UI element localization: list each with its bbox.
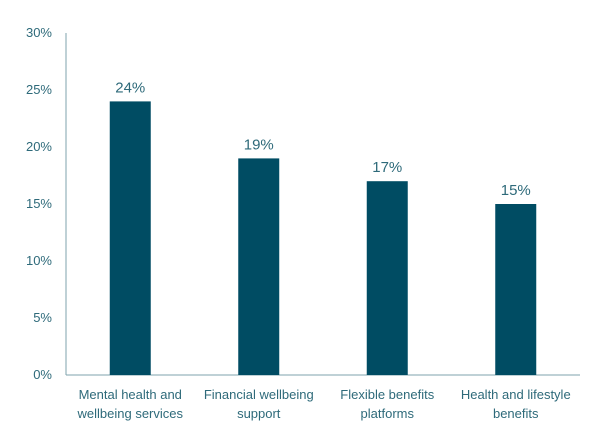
data-label: 24%: [115, 79, 145, 96]
y-tick-label: 20%: [26, 139, 52, 154]
bar: [495, 204, 537, 375]
y-tick-label: 25%: [26, 82, 52, 97]
y-tick-label: 10%: [26, 253, 52, 268]
x-category-label: Financial wellbeing: [204, 387, 314, 402]
x-category-label: benefits: [493, 406, 539, 421]
x-category-label: Health and lifestyle: [461, 387, 571, 402]
x-category-label: Flexible benefits: [340, 387, 434, 402]
data-label: 17%: [372, 159, 402, 176]
x-category-label: wellbeing services: [77, 406, 184, 421]
x-category-label: support: [237, 406, 281, 421]
y-tick-label: 0%: [33, 367, 52, 382]
data-labels: 24% 19% 17% 15%: [115, 79, 531, 199]
x-category-label: platforms: [361, 406, 415, 421]
bar: [366, 181, 408, 375]
y-tick-label: 30%: [26, 25, 52, 40]
y-axis: 0% 5% 10% 15% 20% 25% 30%: [26, 25, 67, 382]
x-category-label: Mental health and: [79, 387, 182, 402]
data-label: 19%: [244, 136, 274, 153]
bar: [238, 158, 280, 375]
y-tick-label: 15%: [26, 196, 52, 211]
data-label: 15%: [501, 182, 531, 199]
bar: [109, 101, 151, 376]
y-tick-label: 5%: [33, 310, 52, 325]
category-labels: Mental health and wellbeing services Finan…: [77, 387, 571, 421]
bars: [109, 101, 537, 376]
